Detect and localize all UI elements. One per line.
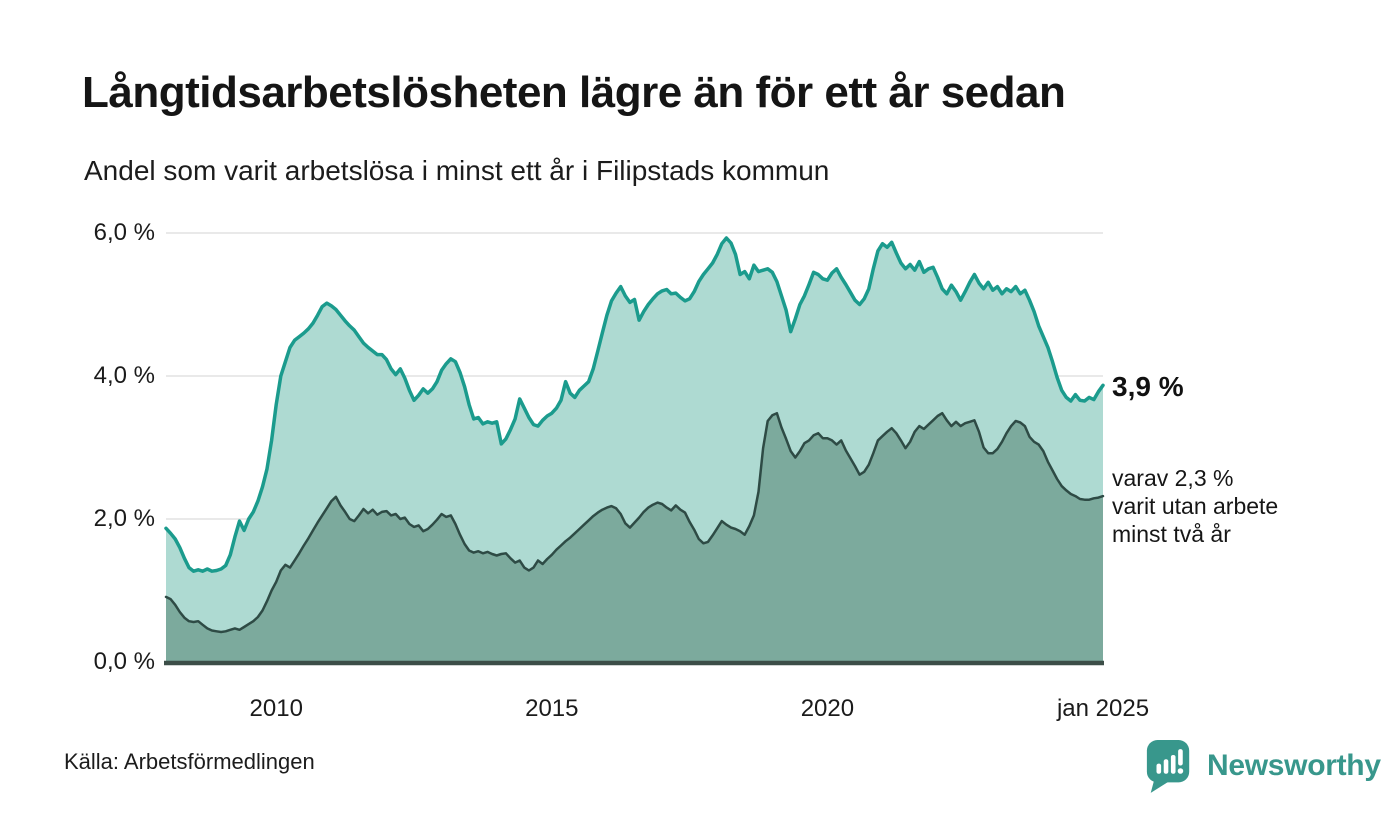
x-axis-tick-label: 2015: [525, 695, 579, 722]
y-axis-tick-label: 4,0 %: [93, 362, 155, 389]
page-title: Långtidsarbetslösheten lägre än för ett …: [82, 68, 1066, 117]
x-axis-tick-label: jan 2025: [1056, 695, 1150, 722]
x-axis-tick-label: 2020: [800, 695, 855, 722]
source-attribution: Källa: Arbetsförmedlingen: [64, 749, 315, 774]
line-total-1yr: [164, 236, 1105, 573]
area-2yr: [166, 413, 1103, 662]
y-axis-tick-label: 6,0 %: [93, 219, 155, 246]
chart-subtitle: Andel som varit arbetslösa i minst ett å…: [84, 155, 830, 186]
series-secondary-annotation: varav 2,3 % varit utan arbete minst två …: [1112, 465, 1279, 547]
newsworthy-logo-text: Newsworthy: [1207, 749, 1381, 782]
series-end-value-label: 3,9 %: [1112, 371, 1184, 402]
newsworthy-logo[interactable]: Newsworthy: [1144, 737, 1381, 795]
y-axis-tick-label: 0,0 %: [93, 648, 155, 675]
newsworthy-logo-icon: [1146, 740, 1190, 793]
x-axis-tick-label: 2010: [249, 695, 303, 722]
y-axis-tick-label: 2,0 %: [93, 505, 155, 532]
line-2yr: [164, 411, 1105, 634]
